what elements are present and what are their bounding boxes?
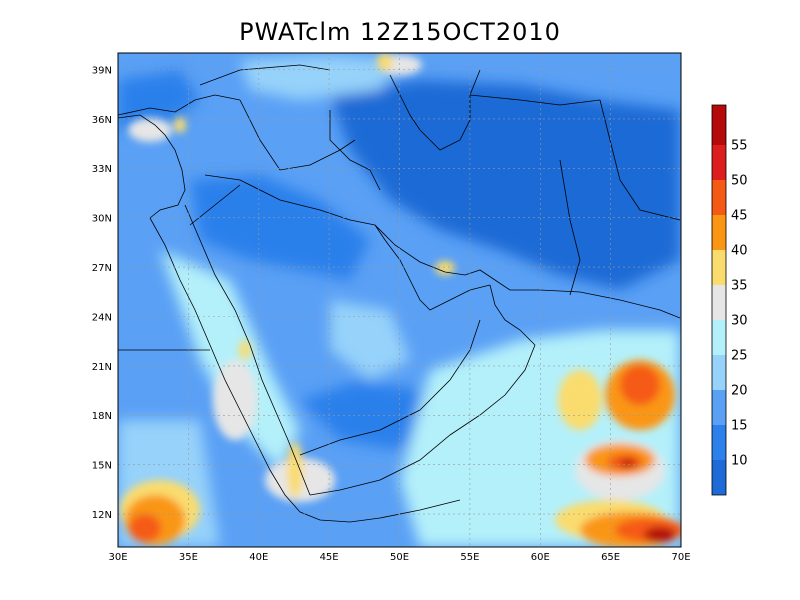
- lat-tick-label: 18N: [92, 411, 112, 422]
- lon-tick-label: 50E: [390, 552, 409, 563]
- lat-tick-label: 33N: [92, 164, 112, 175]
- colorbar-swatch: [712, 250, 726, 285]
- colorbar-label: 55: [731, 139, 748, 154]
- lon-tick-label: 65E: [601, 552, 620, 563]
- colorbar-swatch: [712, 355, 726, 390]
- lat-tick-label: 36N: [92, 115, 112, 126]
- latitude-axis: 12N 15N 18N 21N 24N 27N 30N 33N 36N 39N: [92, 66, 112, 522]
- colorbar-label: 25: [731, 349, 748, 364]
- colorbar-swatch: [712, 145, 726, 180]
- colorbar-swatch: [712, 105, 726, 145]
- lat-tick-label: 12N: [92, 510, 112, 521]
- colorbar-label: 40: [731, 244, 748, 259]
- lat-tick-label: 15N: [92, 461, 112, 472]
- colorbar-label: 30: [731, 314, 748, 329]
- colorbar-label: 45: [731, 209, 748, 224]
- colorbar-label: 10: [731, 454, 748, 469]
- colorbar-label: 20: [731, 384, 748, 399]
- map-title: PWATclm 12Z15OCT2010: [239, 18, 561, 46]
- colorbar-swatch: [712, 180, 726, 215]
- lon-tick-label: 45E: [320, 552, 339, 563]
- graticule: [118, 53, 681, 547]
- colorbar: 10 15 20 25 30 35 40 45 50 55: [711, 104, 748, 496]
- lat-tick-label: 27N: [92, 263, 112, 274]
- plot-frame: [117, 52, 682, 548]
- coastlines-and-borders: [118, 64, 681, 523]
- lon-tick-label: 40E: [249, 552, 268, 563]
- precipitable-water-field: [118, 53, 681, 547]
- lat-tick-label: 39N: [92, 66, 112, 77]
- lon-tick-label: 35E: [179, 552, 198, 563]
- lon-tick-label: 70E: [671, 552, 690, 563]
- colorbar-swatch: [712, 390, 726, 425]
- colorbar-label: 15: [731, 419, 748, 434]
- lon-tick-label: 60E: [531, 552, 550, 563]
- lon-tick-label: 30E: [108, 552, 127, 563]
- colorbar-label: 50: [731, 174, 748, 189]
- colorbar-frame: [711, 104, 727, 496]
- colorbar-swatch: [712, 320, 726, 355]
- colorbar-swatch: [712, 215, 726, 250]
- longitude-axis: 30E 35E 40E 45E 50E 55E 60E 65E 70E: [108, 552, 690, 563]
- colorbar-label: 35: [731, 279, 748, 294]
- colorbar-swatch: [712, 425, 726, 460]
- lat-tick-label: 24N: [92, 313, 112, 324]
- colorbar-swatch: [712, 460, 726, 495]
- lon-tick-label: 55E: [460, 552, 479, 563]
- colorbar-swatch: [712, 285, 726, 320]
- lat-tick-label: 30N: [92, 214, 112, 225]
- lat-tick-label: 21N: [92, 362, 112, 373]
